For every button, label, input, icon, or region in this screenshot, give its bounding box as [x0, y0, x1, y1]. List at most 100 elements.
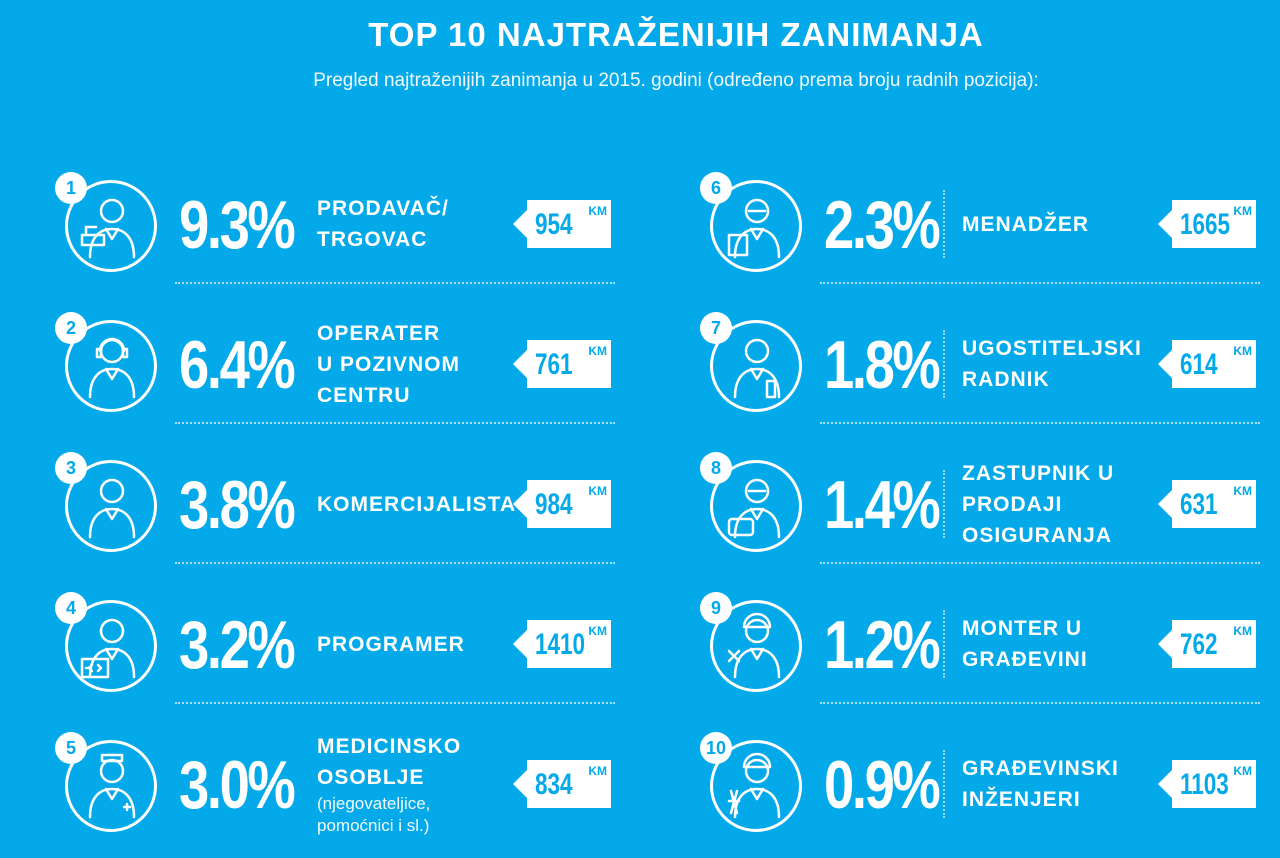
- medical-staff-icon: [65, 740, 157, 832]
- rank-badge: 1: [55, 172, 87, 204]
- job-title-line: MENADŽER: [962, 212, 1089, 236]
- row-separator: [820, 422, 1260, 424]
- row-separator: [175, 562, 615, 564]
- salary-amount: 1103: [1180, 768, 1229, 801]
- salary-tag: 761 KM: [513, 340, 611, 388]
- salary-amount: 954: [535, 208, 573, 241]
- salary-tag: 631 KM: [1158, 480, 1256, 528]
- job-title-line: PROGRAMER: [317, 632, 465, 656]
- row-separator: [175, 282, 615, 284]
- divider: [943, 470, 945, 538]
- job-row: 10 0.9% GRAĐEVINSKI INŽENJERI 1103 KM: [700, 710, 1260, 850]
- job-percentage: 9.3%: [179, 187, 296, 263]
- job-row: 6 2.3% MENADŽER 1665 KM: [700, 150, 1260, 290]
- job-title-line: MEDICINSKO: [317, 735, 462, 758]
- job-percentage: 1.8%: [824, 327, 941, 403]
- row-separator: [820, 562, 1260, 564]
- job-title-line: UGOSTITELJSKI: [962, 337, 1142, 360]
- job-title: PROGRAMER: [317, 570, 507, 718]
- salesperson-icon: [65, 460, 157, 552]
- rank-badge: 10: [700, 732, 732, 764]
- rank-badge: 8: [700, 452, 732, 484]
- job-title-line: PRODAVAČ/: [317, 197, 449, 220]
- job-title-line: CENTRU: [317, 383, 411, 407]
- construction-fitter-icon: [710, 600, 802, 692]
- job-percentage: 1.4%: [824, 467, 941, 543]
- divider: [943, 330, 945, 398]
- salary-tag: 954 KM: [513, 200, 611, 248]
- job-percentage: 2.3%: [824, 187, 941, 263]
- waiter-icon: [710, 320, 802, 412]
- salary-currency: KM: [588, 624, 607, 638]
- programmer-icon: [65, 600, 157, 692]
- row-separator: [820, 282, 1260, 284]
- salary-currency: KM: [1233, 624, 1252, 638]
- job-title-line: KOMERCIJALISTA: [317, 492, 517, 516]
- job-percentage: 3.0%: [179, 747, 296, 823]
- job-title-line: OPERATER: [317, 321, 441, 345]
- row-separator: [820, 702, 1260, 704]
- salary-currency: KM: [1233, 764, 1252, 778]
- job-title-line: U POZIVNOM: [317, 352, 461, 376]
- rank-badge: 6: [700, 172, 732, 204]
- rank-badge: 2: [55, 312, 87, 344]
- manager-icon: [710, 180, 802, 272]
- job-title: OPERATER U POZIVNOM CENTRU: [317, 290, 507, 438]
- salary-currency: KM: [588, 764, 607, 778]
- salary-tag: 1410 KM: [513, 620, 611, 668]
- insurance-agent-icon: [710, 460, 802, 552]
- salary-tag: 984 KM: [513, 480, 611, 528]
- salary-amount: 834: [535, 768, 573, 801]
- salary-tag: 762 KM: [1158, 620, 1256, 668]
- rank-badge: 5: [55, 732, 87, 764]
- salary-tag: 1103 KM: [1158, 760, 1256, 808]
- rank-badge: 9: [700, 592, 732, 624]
- job-title-line: GRAĐEVINI: [962, 648, 1088, 671]
- salary-currency: KM: [588, 204, 607, 218]
- job-title-line: TRGOVAC: [317, 228, 428, 251]
- row-separator: [175, 422, 615, 424]
- job-percentage: 3.8%: [179, 467, 296, 543]
- divider: [943, 610, 945, 678]
- job-title: GRAĐEVINSKI INŽENJERI: [962, 710, 1152, 858]
- job-percentage: 3.2%: [179, 607, 296, 683]
- salary-tag: 614 KM: [1158, 340, 1256, 388]
- civil-engineer-icon: [710, 740, 802, 832]
- column-right: 6 2.3% MENADŽER 1665 KM 7 1.8% UGOSTITELJSKI RAD…: [700, 150, 1260, 850]
- salary-amount: 1410: [535, 628, 586, 661]
- salary-amount: 614: [1180, 348, 1218, 381]
- job-row: 8 1.4% ZASTUPNIK U PRODAJI OSIGURANJA 631 KM: [700, 430, 1260, 570]
- salary-tag: 834 KM: [513, 760, 611, 808]
- salary-amount: 762: [1180, 628, 1218, 661]
- job-title-line: ZASTUPNIK U: [962, 461, 1115, 485]
- job-percentage: 0.9%: [824, 747, 941, 823]
- salary-amount: 761: [535, 348, 573, 381]
- job-title-line: OSIGURANJA: [962, 523, 1113, 547]
- job-title-line: GRAĐEVINSKI: [962, 757, 1119, 780]
- divider: [943, 750, 945, 818]
- job-row: 3 3.8% KOMERCIJALISTA 984 KM: [55, 430, 615, 570]
- job-title: KOMERCIJALISTA: [317, 430, 517, 578]
- salary-amount: 1665: [1180, 208, 1231, 241]
- rank-badge: 7: [700, 312, 732, 344]
- salary-currency: KM: [1233, 344, 1252, 358]
- salary-currency: KM: [1233, 484, 1252, 498]
- job-percentage: 6.4%: [179, 327, 296, 403]
- row-separator: [175, 702, 615, 704]
- headset-operator-icon: [65, 320, 157, 412]
- job-row: 7 1.8% UGOSTITELJSKI RADNIK 614 KM: [700, 290, 1260, 430]
- salary-currency: KM: [588, 344, 607, 358]
- job-title: MENADŽER: [962, 150, 1152, 298]
- job-note: (njegovateljice, pomoćnici i sl.): [317, 794, 431, 835]
- job-title: MONTER U GRAĐEVINI: [962, 570, 1152, 718]
- job-title-line: MONTER U: [962, 617, 1082, 640]
- column-left: 1 9.3% PRODAVAČ/TRGOVAC 954 KM 2 6.4% OPERATER U…: [55, 150, 615, 850]
- job-title: MEDICINSKO OSOBLJE (njegovateljice, pomoćn…: [317, 710, 507, 858]
- job-row: 5 3.0% MEDICINSKO OSOBLJE (njegovateljice, p…: [55, 710, 615, 850]
- rank-badge: 3: [55, 452, 87, 484]
- page-title: TOP 10 NAJTRAŽENIJIH ZANIMANJA: [368, 16, 984, 53]
- job-title: ZASTUPNIK U PRODAJI OSIGURANJA: [962, 430, 1152, 578]
- job-row: 4 3.2% PROGRAMER 1410 KM: [55, 570, 615, 710]
- salary-tag: 1665 KM: [1158, 200, 1256, 248]
- job-title: UGOSTITELJSKI RADNIK: [962, 290, 1152, 438]
